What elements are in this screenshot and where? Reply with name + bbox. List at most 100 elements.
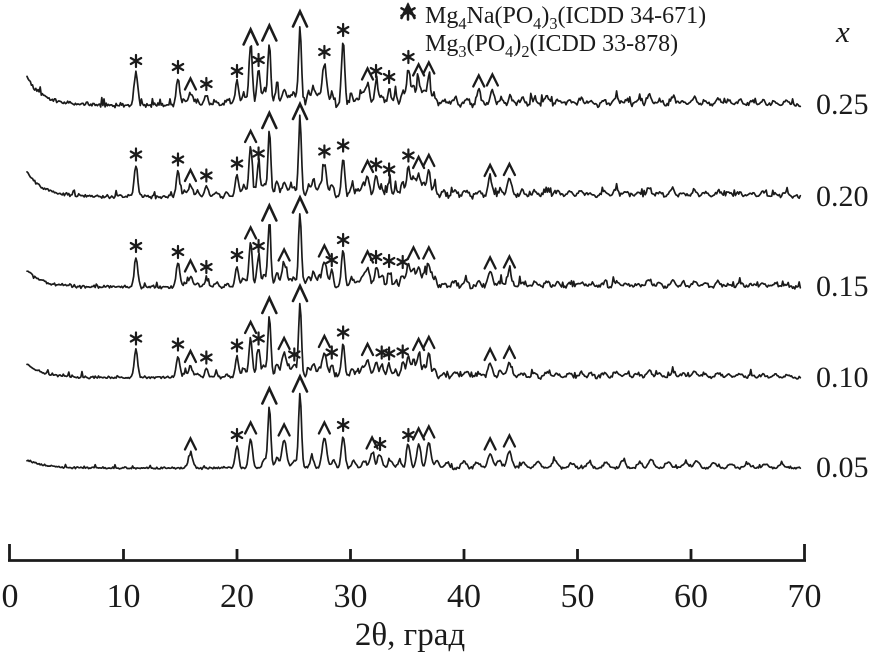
legend: Mg4Na(PO4)3(ICDD 34-671) Mg3(PO4)2(ICDD 3… xyxy=(398,2,707,61)
star-peak-marker xyxy=(369,63,383,79)
caret-peak-marker xyxy=(291,373,309,393)
caret-peak-marker xyxy=(277,246,291,262)
star-peak-marker xyxy=(129,53,143,69)
caret-peak-marker xyxy=(183,435,198,451)
caret-peak-marker xyxy=(261,202,278,222)
caret-peak-marker xyxy=(360,341,375,357)
markers-0.10 xyxy=(129,282,517,365)
caret-peak-marker xyxy=(422,334,436,350)
caret-peak-marker xyxy=(422,423,436,439)
caret-peak-marker xyxy=(317,333,332,349)
caret-peak-marker xyxy=(483,435,497,451)
legend-label: Mg4Na(PO4)3(ICDD 34-671) xyxy=(425,3,707,33)
star-peak-marker xyxy=(382,69,396,85)
caret-peak-marker xyxy=(422,59,436,75)
xrd-trace-0.25 xyxy=(26,25,802,109)
caret-peak-marker xyxy=(183,75,198,91)
star-peak-marker xyxy=(171,152,185,167)
caret-peak-marker xyxy=(365,434,379,450)
star-peak-marker xyxy=(336,22,350,38)
caret-peak-marker xyxy=(502,432,517,448)
caret-peak-marker xyxy=(411,61,426,77)
x-axis-title: 2θ, град xyxy=(354,617,466,653)
star-peak-marker xyxy=(369,157,383,172)
x-tick-label-30: 30 xyxy=(333,578,368,615)
caret-peak-marker xyxy=(502,253,517,269)
caret-peak-marker xyxy=(291,194,309,214)
caret-peak-marker xyxy=(406,244,421,260)
star-peak-marker xyxy=(171,337,185,352)
composition-label-0.05: 0.05 xyxy=(816,451,869,484)
caret-peak-marker xyxy=(502,344,517,360)
caret-peak-marker xyxy=(277,421,291,437)
x-tick-label-10: 10 xyxy=(106,578,141,615)
caret-peak-marker xyxy=(183,348,198,364)
legend-entry-Mg3(PO4)2: Mg3(PO4)2(ICDD 33-878) xyxy=(398,2,706,61)
star-peak-marker xyxy=(171,59,185,75)
star-peak-marker xyxy=(230,338,244,353)
star-peak-marker xyxy=(200,168,213,183)
caret-peak-marker xyxy=(261,385,278,405)
xrd-trace-0.20 xyxy=(26,114,802,200)
star-peak-marker xyxy=(230,63,244,79)
star-peak-marker xyxy=(252,52,265,68)
caret-peak-marker xyxy=(261,294,278,315)
caret-peak-marker xyxy=(422,244,436,260)
caret-peak-marker xyxy=(243,128,258,144)
star-peak-marker xyxy=(336,417,350,433)
caret-peak-marker xyxy=(242,26,259,46)
star-peak-marker xyxy=(382,346,396,361)
caret-peak-marker xyxy=(360,158,375,174)
xrd-trace-0.05 xyxy=(26,392,802,471)
x-tick-label-0: 0 xyxy=(1,578,19,615)
star-peak-marker xyxy=(171,244,185,260)
star-peak-marker xyxy=(396,344,410,359)
star-peak-marker xyxy=(129,238,143,254)
star-peak-marker xyxy=(336,138,350,153)
star-peak-marker xyxy=(396,254,410,270)
x-tick-label-50: 50 xyxy=(560,578,595,615)
caret-peak-marker xyxy=(243,224,258,240)
star-peak-marker xyxy=(369,249,383,265)
caret-peak-marker xyxy=(483,346,497,362)
star-peak-marker xyxy=(200,76,213,92)
caret-peak-marker xyxy=(183,257,198,273)
x-tick-label-20: 20 xyxy=(220,578,254,615)
caret-peak-marker xyxy=(411,154,426,170)
star-peak-marker xyxy=(402,148,415,163)
x-tick-label-40: 40 xyxy=(447,578,481,615)
markers-0.05 xyxy=(183,373,517,452)
star-peak-marker xyxy=(230,247,244,263)
caret-peak-marker xyxy=(411,336,426,352)
caret-peak-marker xyxy=(485,71,500,87)
caret-peak-marker xyxy=(483,162,497,178)
star-peak-marker xyxy=(252,146,265,161)
composition-label-0.10: 0.10 xyxy=(816,360,869,394)
caret-marker-icon xyxy=(398,2,418,54)
star-peak-marker xyxy=(288,347,301,362)
composition-label-0.25: 0.25 xyxy=(816,88,869,121)
caret-peak-marker xyxy=(317,242,332,258)
caret-peak-marker xyxy=(411,425,426,441)
star-peak-marker xyxy=(402,49,415,65)
caret-peak-marker xyxy=(261,22,278,42)
star-peak-marker xyxy=(200,350,213,365)
xrd-trace-0.10 xyxy=(26,302,802,380)
legend-label: Mg3(PO4)2(ICDD 33-878) xyxy=(425,31,679,61)
composition-label-0.20: 0.20 xyxy=(816,179,869,213)
markers-0.20 xyxy=(129,100,517,183)
caret-peak-marker xyxy=(291,8,309,28)
caret-peak-marker xyxy=(472,72,486,88)
caret-peak-marker xyxy=(243,419,258,435)
star-peak-marker xyxy=(336,232,350,248)
star-peak-marker xyxy=(318,144,331,159)
caret-peak-marker xyxy=(291,100,309,121)
star-peak-marker xyxy=(402,427,415,443)
caret-peak-marker xyxy=(243,319,258,335)
xrd-trace-0.15 xyxy=(26,213,802,290)
caret-peak-marker xyxy=(360,248,375,264)
star-peak-marker xyxy=(382,253,396,269)
caret-peak-marker xyxy=(317,419,332,435)
